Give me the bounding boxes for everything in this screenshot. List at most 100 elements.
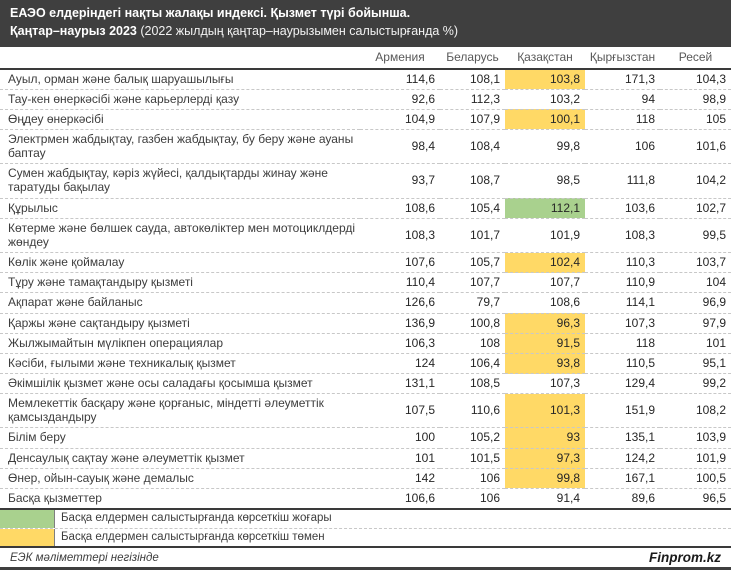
row-label: Қаржы және сақтандыру қызметі bbox=[0, 313, 360, 334]
value-cell: 106 bbox=[440, 468, 505, 489]
table-row: Құрылыс 108,6 105,4 112,1 103,6 102,7 bbox=[0, 198, 731, 219]
row-label: Көтерме және бөлшек сауда, автокөліктер … bbox=[0, 218, 360, 254]
value-cell: 108,6 bbox=[360, 198, 440, 219]
value-cell: 99,8 bbox=[505, 468, 585, 489]
value-cell: 106,4 bbox=[440, 353, 505, 375]
value-cell: 101,6 bbox=[660, 129, 731, 165]
value-cell: 106 bbox=[585, 129, 660, 165]
value-cell: 101,7 bbox=[440, 218, 505, 254]
value-cell: 108,5 bbox=[440, 373, 505, 395]
value-cell: 108,3 bbox=[585, 218, 660, 254]
data-source-note: ЕЭК мәліметтері негізінде bbox=[10, 551, 159, 564]
value-cell: 101 bbox=[360, 448, 440, 469]
table-row: Тау-кен өнеркәсібі және карьерлерді қазу… bbox=[0, 89, 731, 110]
value-cell: 105,2 bbox=[440, 427, 505, 449]
value-cell: 98,9 bbox=[660, 89, 731, 110]
column-header-kazakhstan: Қазақстан bbox=[505, 46, 585, 70]
value-cell: 110,3 bbox=[585, 252, 660, 274]
column-header-kyrgyzstan: Қырғызстан bbox=[585, 46, 660, 70]
value-cell: 103,9 bbox=[660, 427, 731, 449]
table-row: Кәсіби, ғылыми және техникалық қызмет 124… bbox=[0, 353, 731, 375]
value-cell: 110,5 bbox=[585, 353, 660, 375]
value-cell: 105,7 bbox=[440, 252, 505, 274]
value-cell: 118 bbox=[585, 333, 660, 354]
table-row: Өңдеу өнеркәсібі 104,9 107,9 100,1 118 105 bbox=[0, 109, 731, 130]
value-cell: 97,3 bbox=[505, 448, 585, 469]
value-cell: 124 bbox=[360, 353, 440, 375]
value-cell: 131,1 bbox=[360, 373, 440, 395]
value-cell: 99,8 bbox=[505, 129, 585, 165]
value-cell: 91,4 bbox=[505, 488, 585, 511]
value-cell: 104,9 bbox=[360, 109, 440, 130]
table-body: Ауыл, орман және балық шаруашылығы 114,6 1… bbox=[0, 68, 731, 511]
value-cell: 99,5 bbox=[660, 218, 731, 254]
column-header-belarus: Беларусь bbox=[440, 46, 505, 70]
column-header-category bbox=[0, 46, 360, 70]
row-label: Өңдеу өнеркәсібі bbox=[0, 109, 360, 130]
value-cell: 105 bbox=[660, 109, 731, 130]
value-cell: 107,6 bbox=[360, 252, 440, 274]
value-cell: 110,4 bbox=[360, 272, 440, 294]
value-cell: 103,2 bbox=[505, 89, 585, 110]
table-header: Армения Беларусь Қазақстан Қырғызстан Ре… bbox=[0, 46, 731, 70]
value-cell: 106,6 bbox=[360, 488, 440, 511]
footer: ЕЭК мәліметтері негізінде Finprom.kz bbox=[0, 548, 731, 568]
value-cell: 93 bbox=[505, 427, 585, 449]
row-label: Электрмен жабдықтау, газбен жабдықтау, б… bbox=[0, 129, 360, 165]
subtitle-period: Қаңтар–наурыз 2023 bbox=[10, 23, 137, 38]
value-cell: 101,3 bbox=[505, 393, 585, 429]
value-cell: 108,6 bbox=[505, 292, 585, 314]
value-cell: 102,7 bbox=[660, 198, 731, 219]
row-label: Тұру және тамақтандыру қызметі bbox=[0, 272, 360, 294]
legend-row-high: Басқа елдермен салыстырғанда көрсеткіш ж… bbox=[0, 510, 731, 530]
legend-row-low: Басқа елдермен салыстырғанда көрсеткіш т… bbox=[0, 529, 731, 549]
column-header-russia: Ресей bbox=[660, 46, 731, 70]
value-cell: 107,3 bbox=[585, 313, 660, 334]
table-row: Көтерме және бөлшек сауда, автокөліктер … bbox=[0, 218, 731, 254]
value-cell: 151,9 bbox=[585, 393, 660, 429]
value-cell: 96,9 bbox=[660, 292, 731, 314]
value-cell: 118 bbox=[585, 109, 660, 130]
value-cell: 99,2 bbox=[660, 373, 731, 395]
value-cell: 110,6 bbox=[440, 393, 505, 429]
value-cell: 129,4 bbox=[585, 373, 660, 395]
table-row: Басқа қызметтер 106,6 106 91,4 89,6 96,5 bbox=[0, 488, 731, 511]
table-row: Тұру және тамақтандыру қызметі 110,4 107,7… bbox=[0, 272, 731, 294]
legend-label-high: Басқа елдермен салыстырғанда көрсеткіш ж… bbox=[61, 512, 332, 525]
value-cell: 171,3 bbox=[585, 68, 660, 90]
value-cell: 94 bbox=[585, 89, 660, 110]
value-cell: 104,3 bbox=[660, 68, 731, 90]
value-cell: 102,4 bbox=[505, 252, 585, 274]
value-cell: 124,2 bbox=[585, 448, 660, 469]
value-cell: 101 bbox=[660, 333, 731, 354]
value-cell: 105,4 bbox=[440, 198, 505, 219]
table-row: Ауыл, орман және балық шаруашылығы 114,6 1… bbox=[0, 68, 731, 90]
value-cell: 107,3 bbox=[505, 373, 585, 395]
table-row: Жылжымайтын мүлікпен операциялар 106,3 108… bbox=[0, 333, 731, 354]
table-row: Ақпарат және байланыс 126,6 79,7 108,6 114,1… bbox=[0, 292, 731, 314]
value-cell: 96,3 bbox=[505, 313, 585, 334]
wage-index-table: Армения Беларусь Қазақстан Қырғызстан Ре… bbox=[0, 46, 731, 511]
column-header-armenia: Армения bbox=[360, 46, 440, 70]
table-row: Электрмен жабдықтау, газбен жабдықтау, б… bbox=[0, 129, 731, 165]
value-cell: 108 bbox=[440, 333, 505, 354]
value-cell: 135,1 bbox=[585, 427, 660, 449]
value-cell: 91,5 bbox=[505, 333, 585, 354]
row-label: Сумен жабдықтау, кәріз жүйесі, қалдықтар… bbox=[0, 163, 360, 199]
value-cell: 100,8 bbox=[440, 313, 505, 334]
row-label: Денсаулық сақтау және әлеуметтік қызмет bbox=[0, 448, 360, 469]
row-label: Құрылыс bbox=[0, 198, 360, 219]
value-cell: 108,1 bbox=[440, 68, 505, 90]
value-cell: 126,6 bbox=[360, 292, 440, 314]
table-row: Денсаулық сақтау және әлеуметтік қызмет 1… bbox=[0, 448, 731, 469]
table-row: Білім беру 100 105,2 93 135,1 103,9 bbox=[0, 427, 731, 449]
row-label: Кәсіби, ғылыми және техникалық қызмет bbox=[0, 353, 360, 375]
value-cell: 110,9 bbox=[585, 272, 660, 294]
subtitle-note: (2022 жылдың қаңтар–наурызымен салыстырғ… bbox=[136, 23, 459, 38]
value-cell: 97,9 bbox=[660, 313, 731, 334]
value-cell: 108,4 bbox=[440, 129, 505, 165]
value-cell: 112,3 bbox=[440, 89, 505, 110]
value-cell: 108,2 bbox=[660, 393, 731, 429]
value-cell: 93,7 bbox=[360, 163, 440, 199]
row-label: Мемлекеттік басқару және қорғаныс, мінде… bbox=[0, 393, 360, 429]
